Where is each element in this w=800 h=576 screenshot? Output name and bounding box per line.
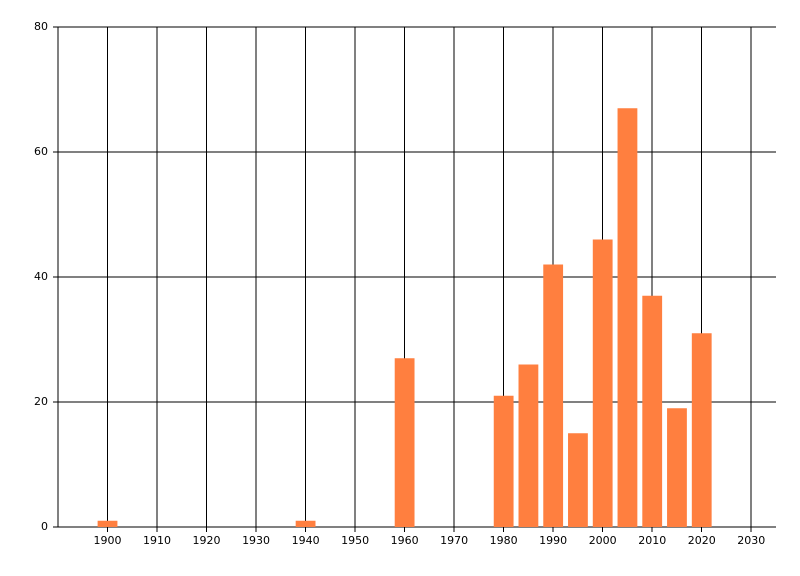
bar: [617, 108, 638, 527]
y-tick-label: 60: [34, 145, 48, 158]
bar: [691, 333, 712, 527]
x-tick-label: 2010: [638, 534, 666, 547]
bar: [592, 239, 613, 527]
x-tick-label: 1960: [391, 534, 419, 547]
x-tick-label: 1990: [539, 534, 567, 547]
x-tick-label: 1900: [94, 534, 122, 547]
y-tick-label: 80: [34, 20, 48, 33]
x-tick-label: 1980: [490, 534, 518, 547]
bar: [568, 433, 588, 527]
bar: [543, 264, 564, 527]
x-tick-label: 1940: [292, 534, 320, 547]
x-tick-label: 1910: [143, 534, 171, 547]
y-tick-label: 0: [41, 520, 48, 533]
x-tick-label: 2030: [737, 534, 765, 547]
x-tick-label: 1950: [341, 534, 369, 547]
x-tick-label: 1930: [242, 534, 270, 547]
bar: [97, 520, 118, 527]
bar: [518, 364, 539, 527]
x-tick-label: 2000: [589, 534, 617, 547]
bar: [493, 395, 514, 527]
y-tick-label: 40: [34, 270, 48, 283]
bar: [394, 358, 415, 527]
bar: [667, 408, 687, 527]
x-tick-label: 1970: [440, 534, 468, 547]
x-tick-label: 1920: [193, 534, 221, 547]
y-tick-label: 20: [34, 395, 48, 408]
bar: [642, 295, 663, 527]
x-tick-label: 2020: [688, 534, 716, 547]
bar: [295, 520, 316, 527]
